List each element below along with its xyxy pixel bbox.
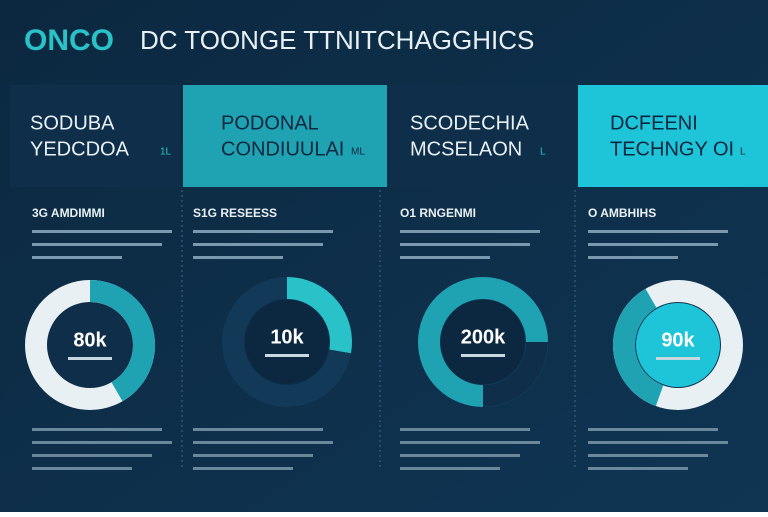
text-line bbox=[400, 428, 530, 431]
donut-segment bbox=[286, 277, 352, 354]
text-line bbox=[400, 230, 540, 233]
panel-heading: CONDIUULAI bbox=[221, 138, 344, 160]
donut-center bbox=[245, 300, 329, 384]
text-line bbox=[588, 454, 708, 457]
text-line bbox=[400, 467, 500, 470]
donut-center bbox=[441, 300, 525, 384]
text-line bbox=[32, 454, 152, 457]
text-line bbox=[461, 354, 505, 357]
subheading: 3G AMDIMMI bbox=[32, 206, 105, 220]
panel-heading: PODONAL bbox=[221, 112, 319, 134]
text-line bbox=[32, 256, 122, 259]
panel-header bbox=[578, 85, 768, 187]
panel-header bbox=[183, 85, 387, 187]
center-label: 80k bbox=[73, 329, 107, 351]
text-line bbox=[588, 441, 728, 444]
text-line bbox=[193, 441, 333, 444]
subheading: O1 RNGENMI bbox=[400, 206, 476, 220]
text-line bbox=[588, 243, 718, 246]
donut-segment bbox=[613, 288, 664, 407]
text-line bbox=[588, 428, 718, 431]
panel-tag: ML bbox=[351, 147, 365, 158]
panel-heading: DCFEENI bbox=[610, 112, 698, 134]
donut-segment bbox=[89, 280, 155, 402]
text-line bbox=[193, 428, 323, 431]
panel-header bbox=[390, 85, 575, 187]
text-line bbox=[32, 428, 162, 431]
panel-tag: 1L bbox=[160, 147, 172, 158]
text-line bbox=[32, 441, 172, 444]
panel-heading: YEDCDOA bbox=[30, 138, 130, 160]
text-line bbox=[400, 441, 540, 444]
panel-heading: TECHNGY OI bbox=[610, 138, 734, 160]
panel-tag: L bbox=[540, 147, 546, 158]
text-line bbox=[193, 467, 293, 470]
subheading: O AMBHIHS bbox=[588, 206, 656, 220]
text-line bbox=[32, 243, 162, 246]
text-line bbox=[193, 230, 333, 233]
panel-heading: MCSELAON bbox=[410, 138, 522, 160]
text-line bbox=[588, 256, 678, 259]
text-line bbox=[68, 357, 112, 360]
donut-center bbox=[636, 303, 720, 387]
text-line bbox=[588, 467, 688, 470]
panel-tag: L bbox=[740, 147, 746, 158]
center-label: 200k bbox=[461, 326, 506, 348]
text-line bbox=[32, 230, 172, 233]
text-line bbox=[193, 454, 313, 457]
center-label: 10k bbox=[270, 326, 304, 348]
center-label: 90k bbox=[661, 329, 695, 351]
text-line bbox=[588, 230, 728, 233]
text-line bbox=[400, 454, 520, 457]
panel-heading: SCODECHIA bbox=[410, 112, 530, 134]
subheading: S1G RESEESS bbox=[193, 206, 277, 220]
text-line bbox=[400, 243, 530, 246]
text-line bbox=[193, 243, 323, 246]
panel-heading: SODUBA bbox=[30, 112, 115, 134]
text-line bbox=[32, 467, 132, 470]
text-line bbox=[656, 357, 700, 360]
title-accent: ONCO bbox=[24, 24, 114, 57]
donut-center bbox=[48, 303, 132, 387]
panel-header bbox=[10, 85, 180, 187]
donut-segment bbox=[482, 341, 548, 407]
text-line bbox=[193, 256, 283, 259]
text-line bbox=[400, 256, 490, 259]
title: DC TOONGE TTNITCHAGGHICS bbox=[140, 25, 534, 55]
text-line bbox=[265, 354, 309, 357]
